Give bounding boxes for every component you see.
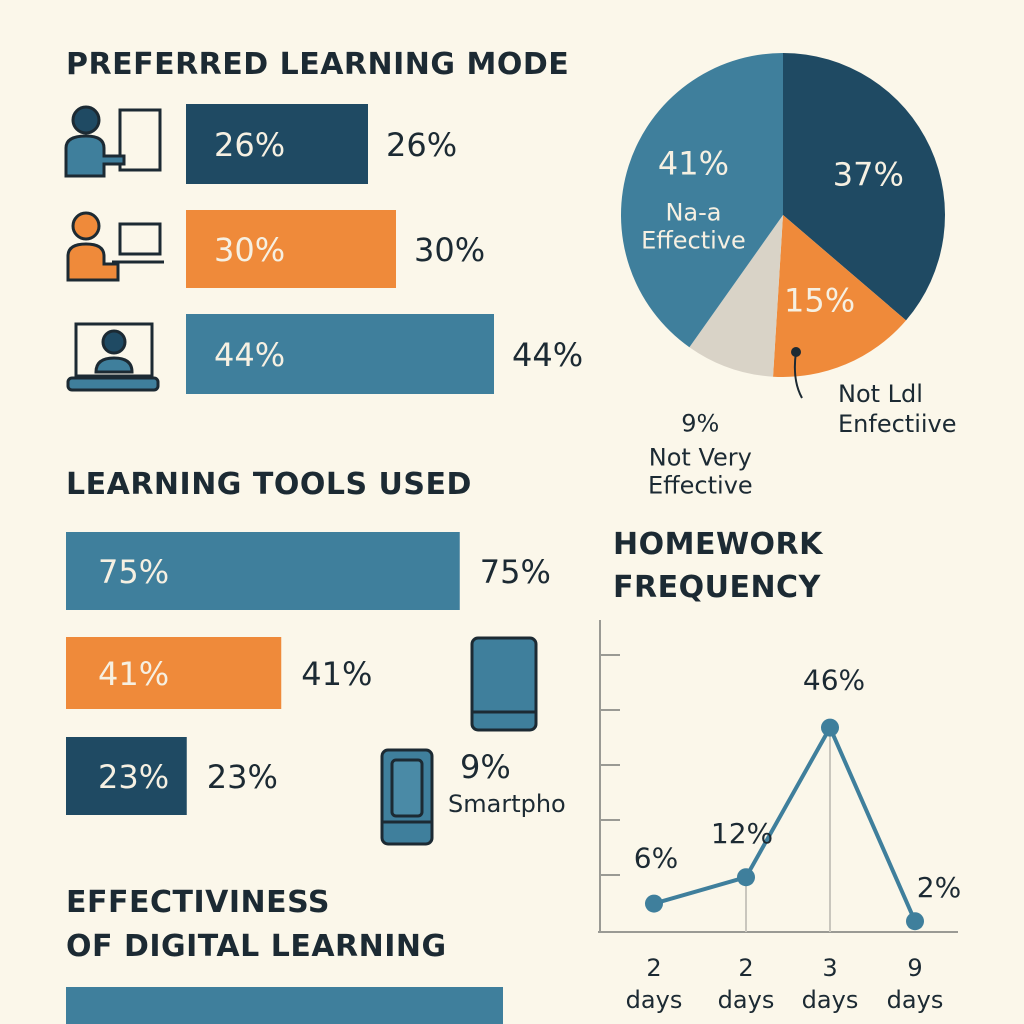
point <box>821 718 839 737</box>
bar-label: 75% <box>98 553 169 591</box>
pie-slice <box>689 215 783 377</box>
icon-smartphone <box>380 748 434 846</box>
value-label: 26% <box>386 126 457 164</box>
icon-video-call <box>66 322 160 392</box>
bar-label: 44% <box>214 336 285 374</box>
value-label: 23% <box>207 758 278 796</box>
value-label: 6% <box>634 842 678 875</box>
bar <box>186 104 368 184</box>
point <box>906 912 924 931</box>
value-label: 44% <box>512 336 583 374</box>
value-label: 46% <box>803 664 865 697</box>
pie-slice <box>773 215 907 377</box>
annotation: Smartpho <box>448 790 566 818</box>
value-label: 75% <box>480 553 551 591</box>
x-tick-label: 2 days <box>718 954 775 1014</box>
bar-label: 30% <box>214 231 285 269</box>
icon-person-laptop <box>66 211 164 282</box>
value-label: 30% <box>414 231 485 269</box>
line <box>653 725 917 923</box>
value-label: 2% <box>917 871 961 904</box>
x-tick-label: 2 days <box>626 954 683 1014</box>
bar <box>66 637 282 709</box>
chart-title: EFFECTIVINESS OF DIGITAL LEARNING <box>66 885 447 964</box>
point <box>645 894 663 913</box>
pie-slice <box>620 53 783 348</box>
chart-title: LEARNING TOOLS USED <box>66 467 472 502</box>
slice-label: 41% <box>658 145 729 183</box>
x-tick-label: 3 days <box>802 954 859 1014</box>
bar <box>66 532 460 610</box>
value-label: 41% <box>301 655 372 693</box>
icon-tablet <box>470 636 538 732</box>
x-tick-label: 9 days <box>887 954 944 1014</box>
chart-title: PREFERRED LEARNING MODE <box>66 47 569 82</box>
slice-category: Not Very Effective <box>648 443 753 499</box>
annotation: 9% <box>460 748 511 786</box>
leader-dot <box>791 347 801 357</box>
slice-label: 9% <box>681 409 719 437</box>
slice-label: 37% <box>833 156 904 194</box>
bar <box>186 314 494 394</box>
icon-person-board <box>64 105 162 178</box>
point <box>737 868 755 887</box>
chart-title: HOMEWORK FREQUENCY <box>613 527 824 605</box>
bar-decor <box>66 987 503 1024</box>
slice-category: Na-a Effective <box>641 199 746 255</box>
pie-slice <box>783 53 946 321</box>
bar-label: 23% <box>98 758 169 796</box>
axes <box>598 620 958 933</box>
slice-label: 15% <box>784 282 855 320</box>
bar-label: 41% <box>98 655 169 693</box>
bar-label: 26% <box>214 126 285 164</box>
bar <box>186 210 396 288</box>
bar <box>66 737 187 815</box>
value-label: 12% <box>711 817 773 850</box>
annotation: Not Ldl Enfectiive <box>838 380 957 438</box>
